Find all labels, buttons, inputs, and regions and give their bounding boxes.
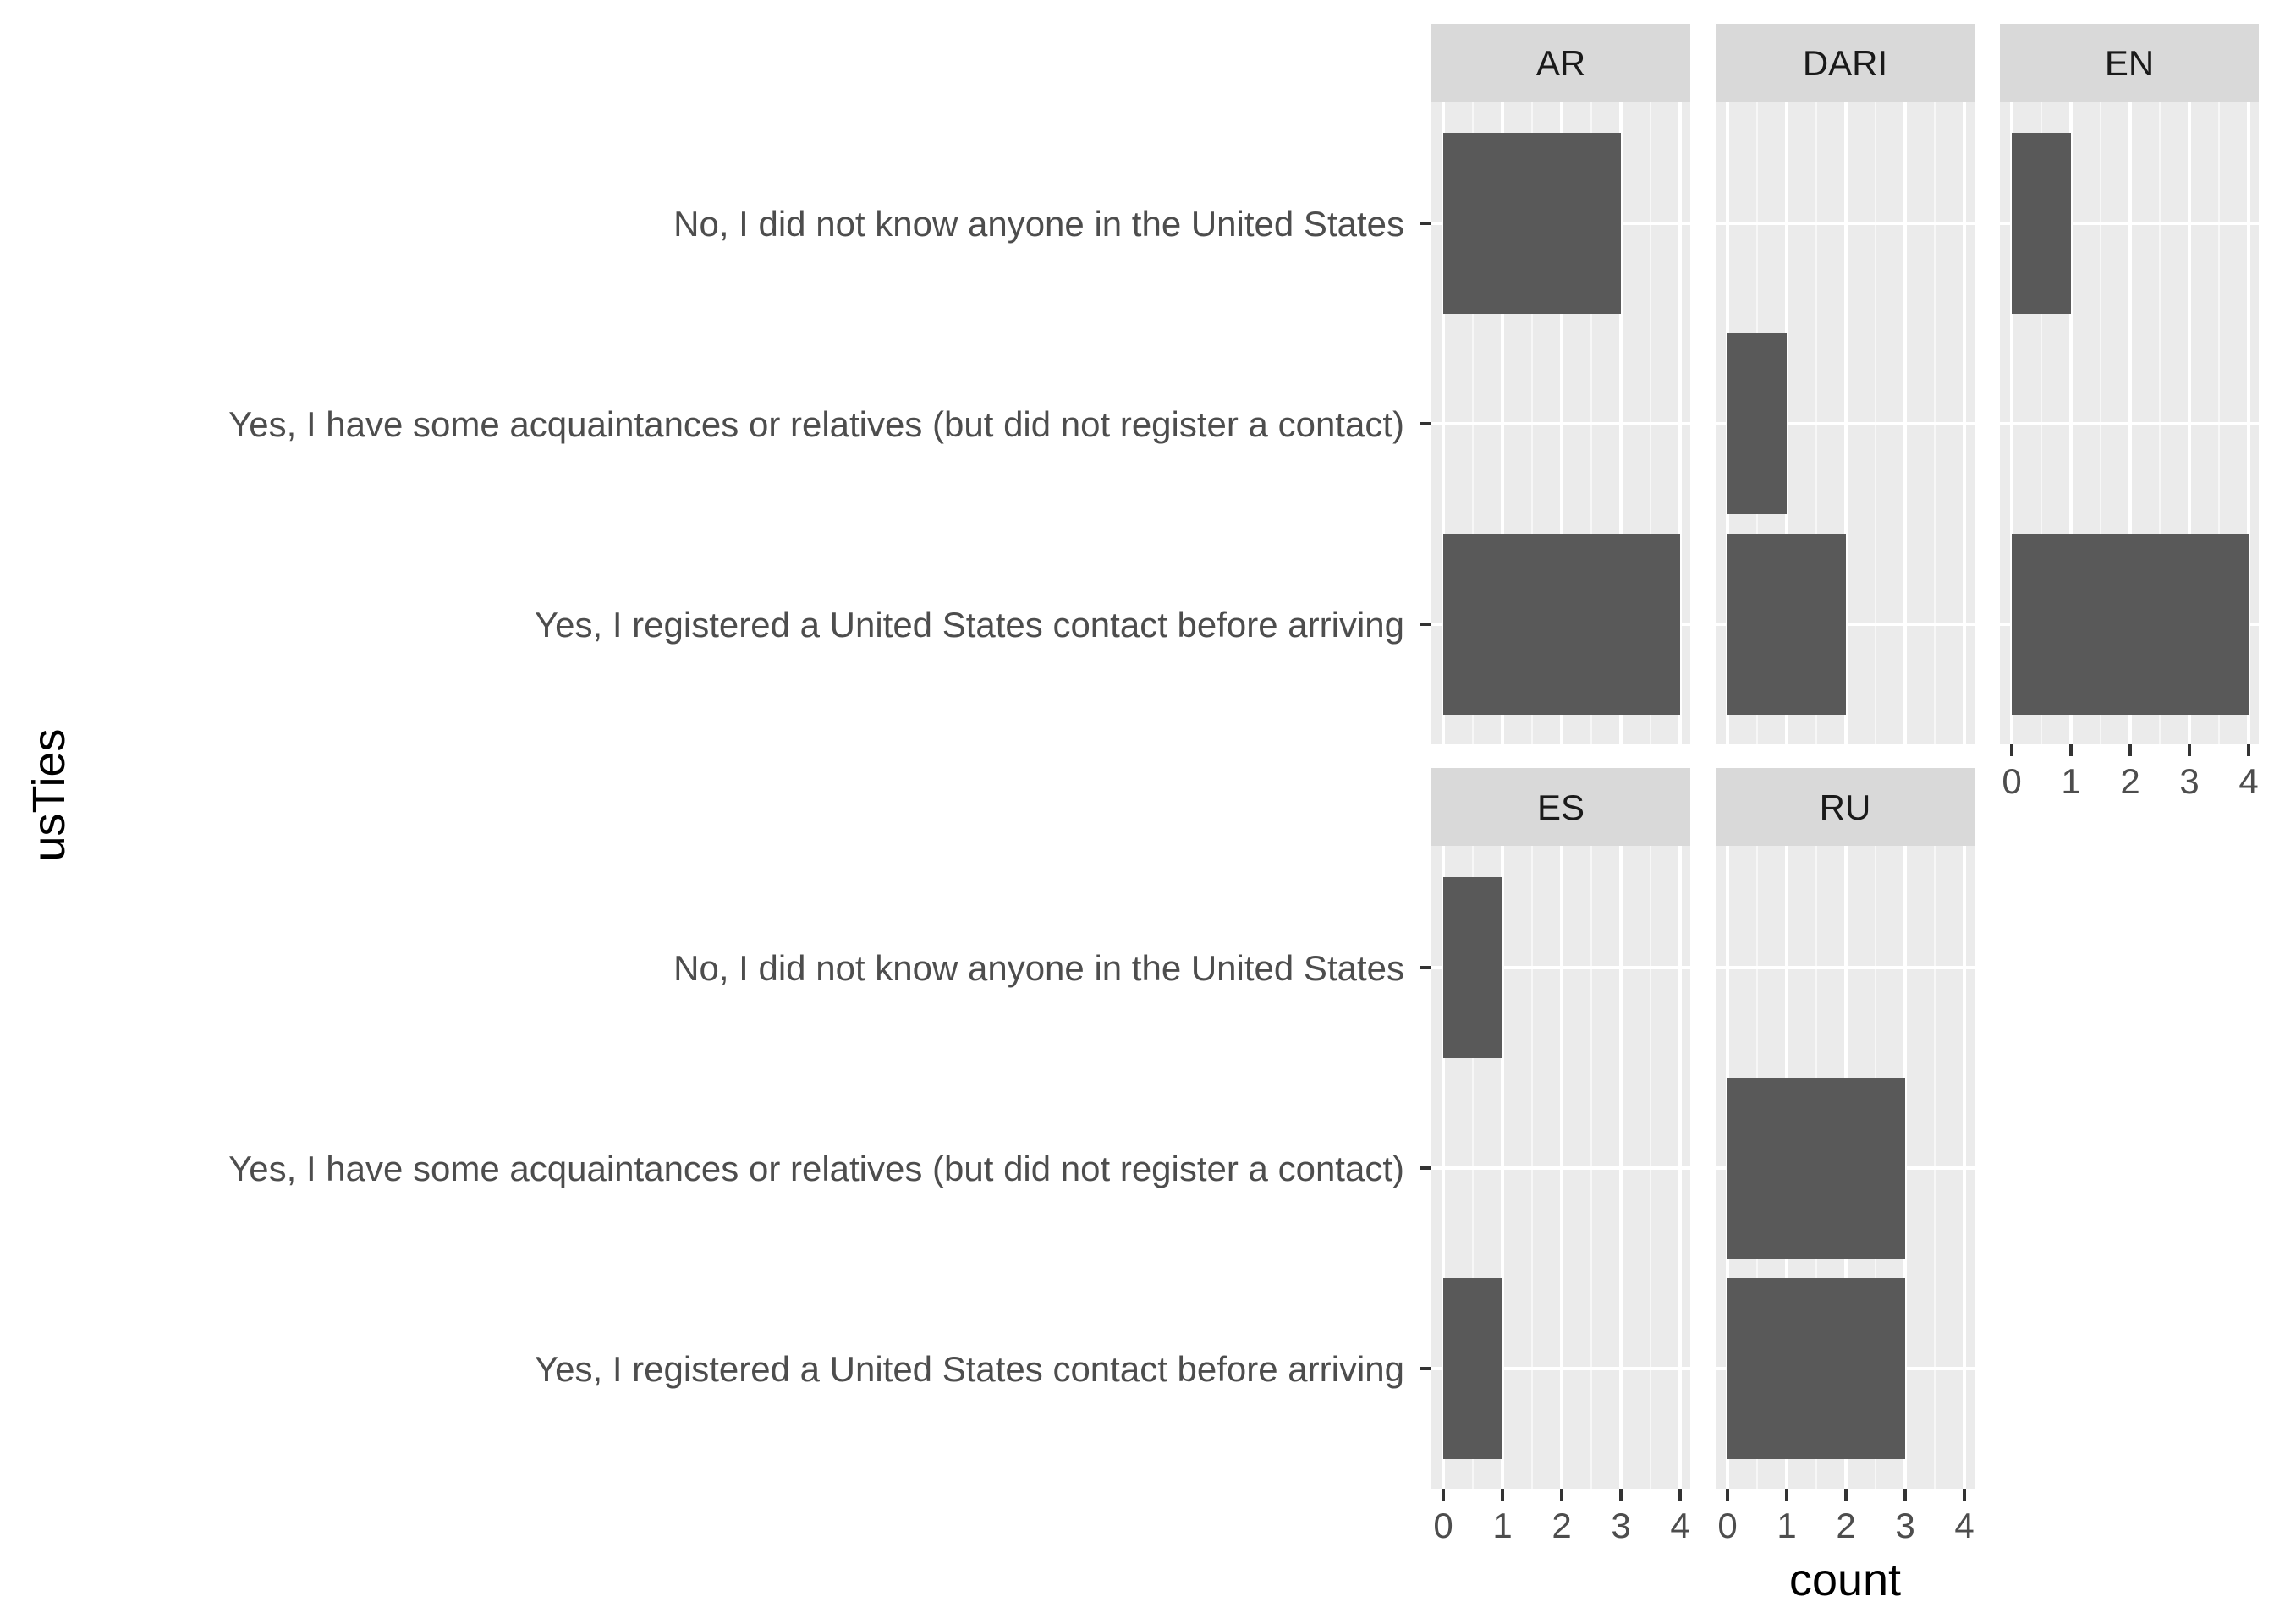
bar-es-0 (1443, 877, 1502, 1058)
x-tick-label: 2 (1552, 1506, 1571, 1545)
x-tick-label: 3 (2179, 761, 2199, 801)
facet-panel-dari: DARI (1716, 24, 1975, 744)
bar-dari-1 (1727, 333, 1787, 514)
facet-panels: AR DARI EN ES RU (1431, 24, 2259, 1489)
bar-ar-2 (1443, 534, 1680, 715)
x-tick-label: 4 (1670, 1506, 1689, 1545)
y-tick-label: No, I did not know anyone in the United … (673, 204, 1404, 244)
facet-strip-label: ES (1537, 787, 1585, 827)
bar-ru-1 (1727, 1078, 1905, 1259)
x-tick-label: 2 (1836, 1506, 1855, 1545)
x-tick-label: 0 (1717, 1506, 1737, 1545)
x-axes: 0 1 2 3 40 1 2 3 4 0 1 2 3 4 (1433, 744, 2259, 1545)
bar-en-0 (2012, 133, 2071, 314)
x-tick-label: 1 (2061, 761, 2080, 801)
facet-strip-label: RU (1820, 787, 1871, 827)
y-tick-label: Yes, I registered a United States contac… (535, 1349, 1404, 1389)
facet-panel-es: ES (1431, 768, 1690, 1489)
x-tick-label: 4 (1954, 1506, 1974, 1545)
facet-strip (2000, 24, 2259, 102)
bar-ar-0 (1443, 133, 1621, 314)
y-axis-labels: No, I did not know anyone in the United … (228, 204, 1431, 1389)
facet-strip (1431, 24, 1690, 102)
facet-panel-ru: RU (1716, 768, 1975, 1489)
y-axis-title: usTies (24, 728, 74, 861)
x-axis-title: count (1789, 1555, 1901, 1605)
facet-strip (1716, 24, 1975, 102)
x-tick-label: 2 (2120, 761, 2139, 801)
bar-es-2 (1443, 1278, 1502, 1459)
x-tick-label: 0 (2002, 761, 2021, 801)
bar-en-2 (2012, 534, 2249, 715)
facet-strip-label: EN (2105, 43, 2154, 83)
facet-panel-ar: AR (1431, 24, 1690, 744)
x-tick-label: 1 (1492, 1506, 1512, 1545)
x-tick-label: 3 (1895, 1506, 1914, 1545)
y-tick-label: Yes, I have some acquaintances or relati… (228, 404, 1404, 444)
x-tick-label: 4 (2238, 761, 2258, 801)
y-tick-label: Yes, I have some acquaintances or relati… (228, 1149, 1404, 1188)
facet-strip-label: AR (1536, 43, 1585, 83)
y-tick-label: No, I did not know anyone in the United … (673, 948, 1404, 988)
facet-strip (1431, 768, 1690, 846)
bar-dari-2 (1727, 534, 1846, 715)
facet-panel-en: EN (2000, 24, 2259, 744)
facet-strip (1716, 768, 1975, 846)
x-tick-label: 1 (1777, 1506, 1796, 1545)
x-tick-label: 3 (1611, 1506, 1630, 1545)
facet-strip-label: DARI (1803, 43, 1887, 83)
bar-ru-2 (1727, 1278, 1905, 1459)
x-tick-label: 0 (1433, 1506, 1453, 1545)
y-tick-label: Yes, I registered a United States contac… (535, 605, 1404, 645)
